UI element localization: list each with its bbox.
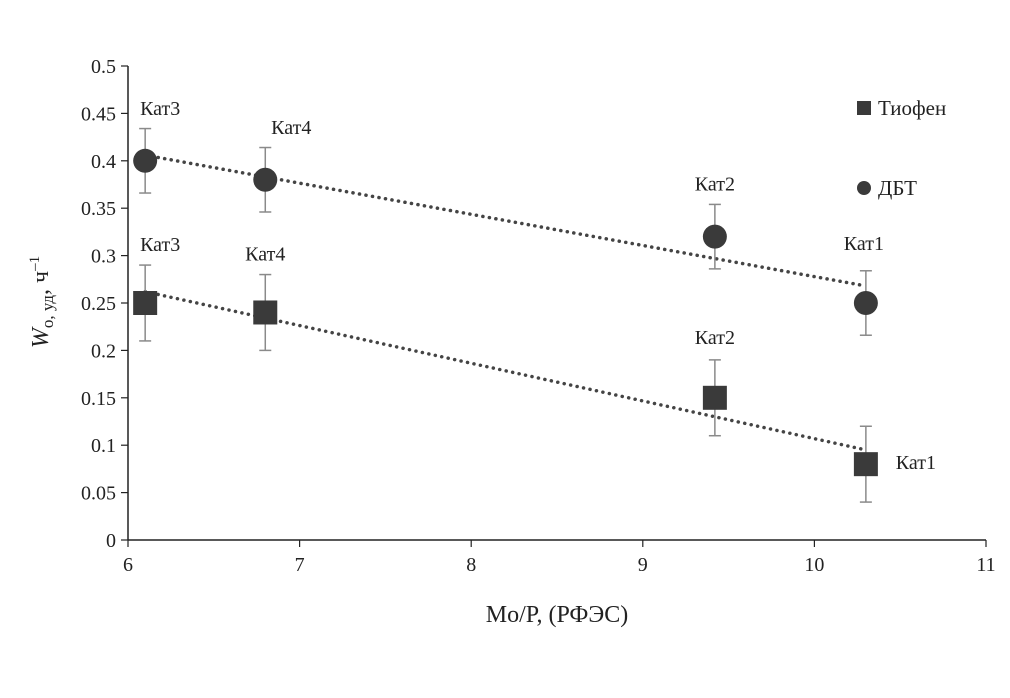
data-label: Кат4: [245, 243, 285, 265]
x-tick-label: 7: [295, 554, 305, 576]
data-point: [133, 148, 158, 173]
x-tick-label: 6: [123, 554, 133, 576]
data-label: Кат3: [140, 98, 180, 120]
legend-label: ДБТ: [878, 176, 917, 200]
data-label: Кат2: [695, 174, 735, 196]
legend-marker: [857, 181, 871, 195]
y-tick-label: 0.25: [81, 293, 116, 315]
legend-label: Тиофен: [878, 96, 946, 120]
data-label: Кат1: [896, 452, 936, 474]
data-point: [853, 452, 878, 477]
legend-marker: [857, 101, 871, 115]
axes: 0 0.05 0.1 0.15 0.2 0.25 0.3 0.35 0.4 0.45 0.5 6 7 8 9…: [81, 56, 996, 576]
x-axis-title: Mo/P, (РФЭС): [486, 602, 628, 628]
y-axis-title-main: W: [28, 326, 54, 348]
point-labels: Кат3 Кат4 Кат2 Кат1 Кат3 Кат4 Кат2 Кат1: [140, 98, 936, 474]
data-point: [253, 300, 278, 325]
y-tick-label: 0.15: [81, 388, 116, 410]
x-tick-label: 10: [804, 554, 824, 576]
y-tick-label: 0.3: [91, 246, 116, 268]
data-label: Кат2: [695, 327, 735, 349]
data-label: Кат1: [844, 233, 884, 255]
y-tick-label: 0.35: [81, 198, 116, 220]
y-axis-title-sub: o, уд: [38, 295, 57, 328]
y-tick-label: 0.4: [91, 151, 116, 173]
data-label: Кат3: [140, 234, 180, 256]
error-bars: [139, 127, 872, 503]
y-axis-title-sup: –1: [27, 256, 43, 272]
y-axis-title: Wo, уд, ч–1: [27, 256, 57, 348]
trendlines: [143, 153, 868, 452]
data-point: [133, 291, 158, 315]
data-point: [253, 167, 278, 192]
data-label: Кат4: [271, 117, 311, 139]
data-point: [853, 291, 878, 315]
y-tick-label: 0: [106, 530, 116, 552]
y-tick-label: 0.45: [81, 103, 116, 125]
y-tick-label: 0.2: [91, 340, 116, 362]
trendline: [143, 289, 868, 452]
x-tick-label: 9: [638, 554, 648, 576]
legend: Тиофен ДБТ: [857, 96, 946, 200]
data-point: [702, 385, 727, 410]
y-tick-label: 0.05: [81, 483, 116, 505]
data-point: [702, 224, 727, 249]
y-tick-label: 0.5: [91, 56, 116, 78]
trendline: [143, 153, 868, 288]
x-tick-label: 11: [976, 554, 995, 576]
y-tick-label: 0.1: [91, 435, 116, 457]
data-markers: [133, 148, 878, 477]
y-axis-title-unit: , ч: [28, 271, 54, 295]
x-tick-label: 8: [466, 554, 476, 576]
